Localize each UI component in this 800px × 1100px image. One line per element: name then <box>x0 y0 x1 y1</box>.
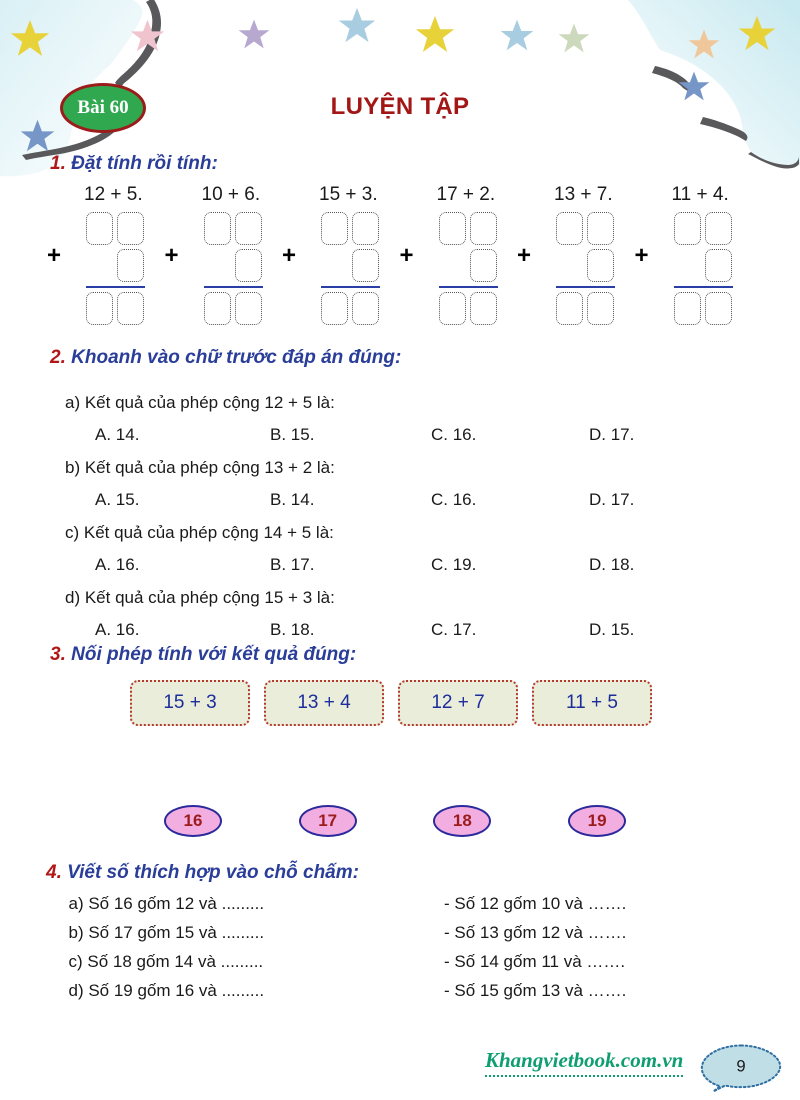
svg-text:9: 9 <box>736 1056 745 1075</box>
